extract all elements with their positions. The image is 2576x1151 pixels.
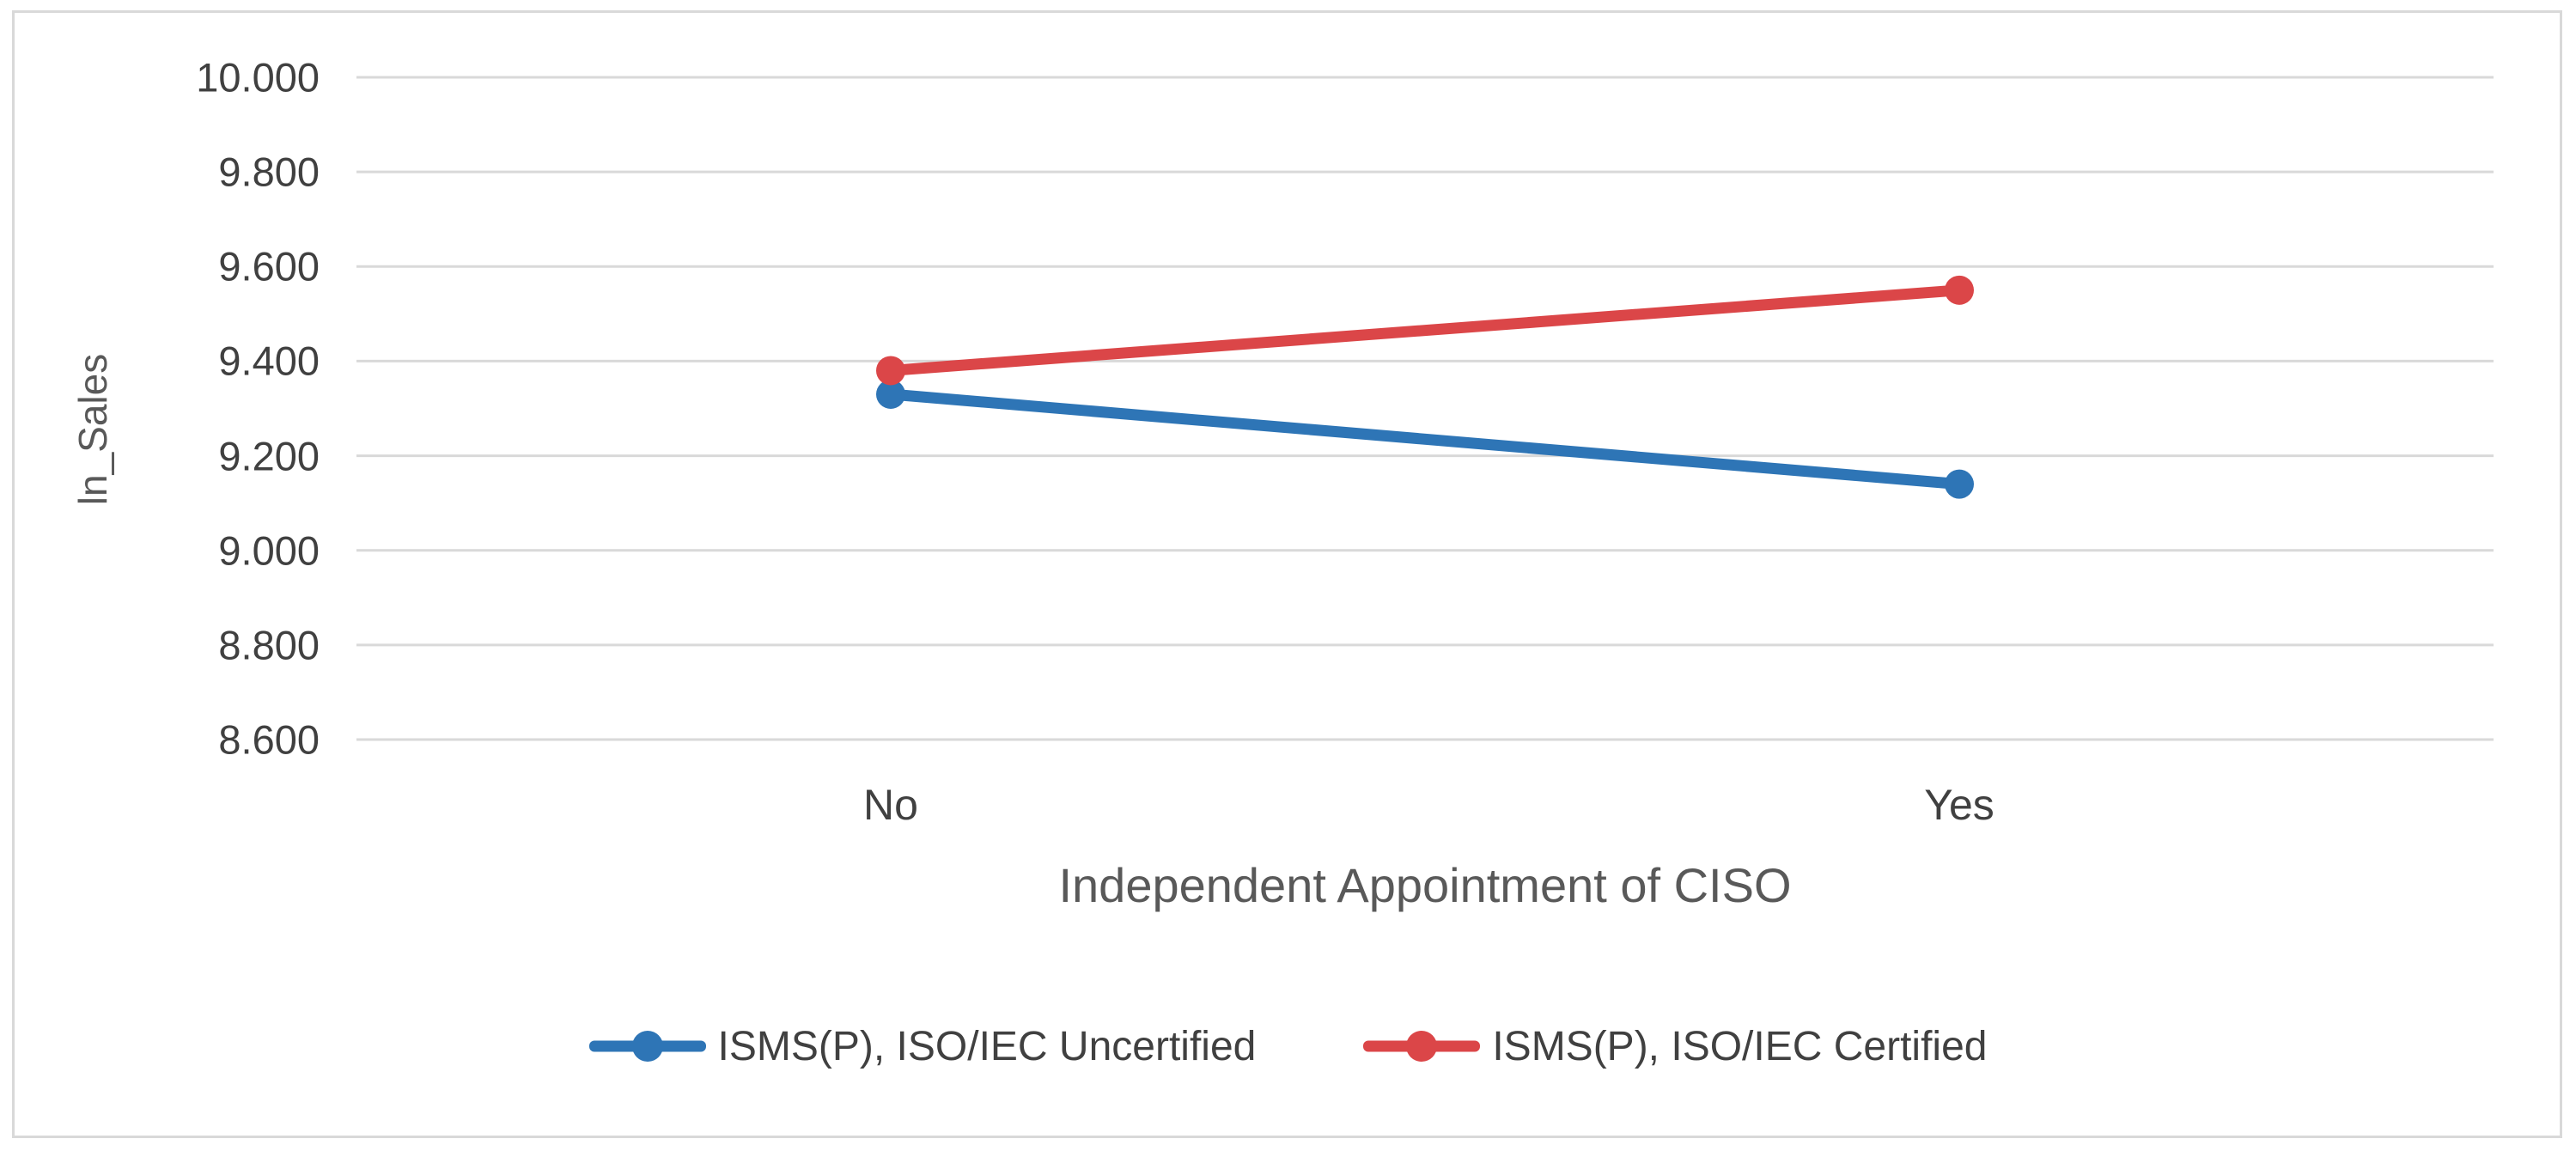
legend-item-certified: ISMS(P), ISO/IEC Certified xyxy=(1363,1023,1987,1070)
y-axis-title: ln_Sales xyxy=(70,353,115,506)
x-tick-label-no: No xyxy=(863,781,918,829)
x-axis-title: Independent Appointment of CISO xyxy=(1058,858,1792,912)
y-tick-label: 10.000 xyxy=(196,54,320,100)
y-tick-label: 9.400 xyxy=(218,338,320,384)
data-point-marker xyxy=(1945,469,1974,499)
y-tick-label: 8.600 xyxy=(218,716,320,763)
line-with-dot-marker-icon xyxy=(588,1029,706,1063)
x-tick-label-yes: Yes xyxy=(1924,781,1994,829)
legend-item-uncertified: ISMS(P), ISO/IEC Uncertified xyxy=(588,1023,1257,1070)
series-line-0 xyxy=(885,388,1965,490)
line-with-dot-marker-icon xyxy=(1363,1029,1481,1063)
legend: ISMS(P), ISO/IEC Uncertified ISMS(P), IS… xyxy=(0,1012,2576,1081)
y-tick-label: 9.600 xyxy=(218,243,320,289)
legend-dot-swatch xyxy=(1406,1031,1438,1062)
y-tick-label: 9.000 xyxy=(218,527,320,574)
y-tick-label: 9.800 xyxy=(218,149,320,195)
legend-label-certified: ISMS(P), ISO/IEC Certified xyxy=(1492,1023,1988,1069)
y-tick-label: 9.200 xyxy=(218,433,320,479)
chart-frame xyxy=(12,10,2562,1138)
data-point-marker xyxy=(876,356,905,386)
data-point-marker xyxy=(876,379,905,409)
y-tick-label: 8.800 xyxy=(218,622,320,668)
legend-label-uncertified: ISMS(P), ISO/IEC Uncertified xyxy=(717,1023,1257,1069)
data-point-marker xyxy=(1945,275,1974,305)
series-line-1 xyxy=(885,284,1965,376)
legend-dot-swatch xyxy=(631,1031,663,1062)
